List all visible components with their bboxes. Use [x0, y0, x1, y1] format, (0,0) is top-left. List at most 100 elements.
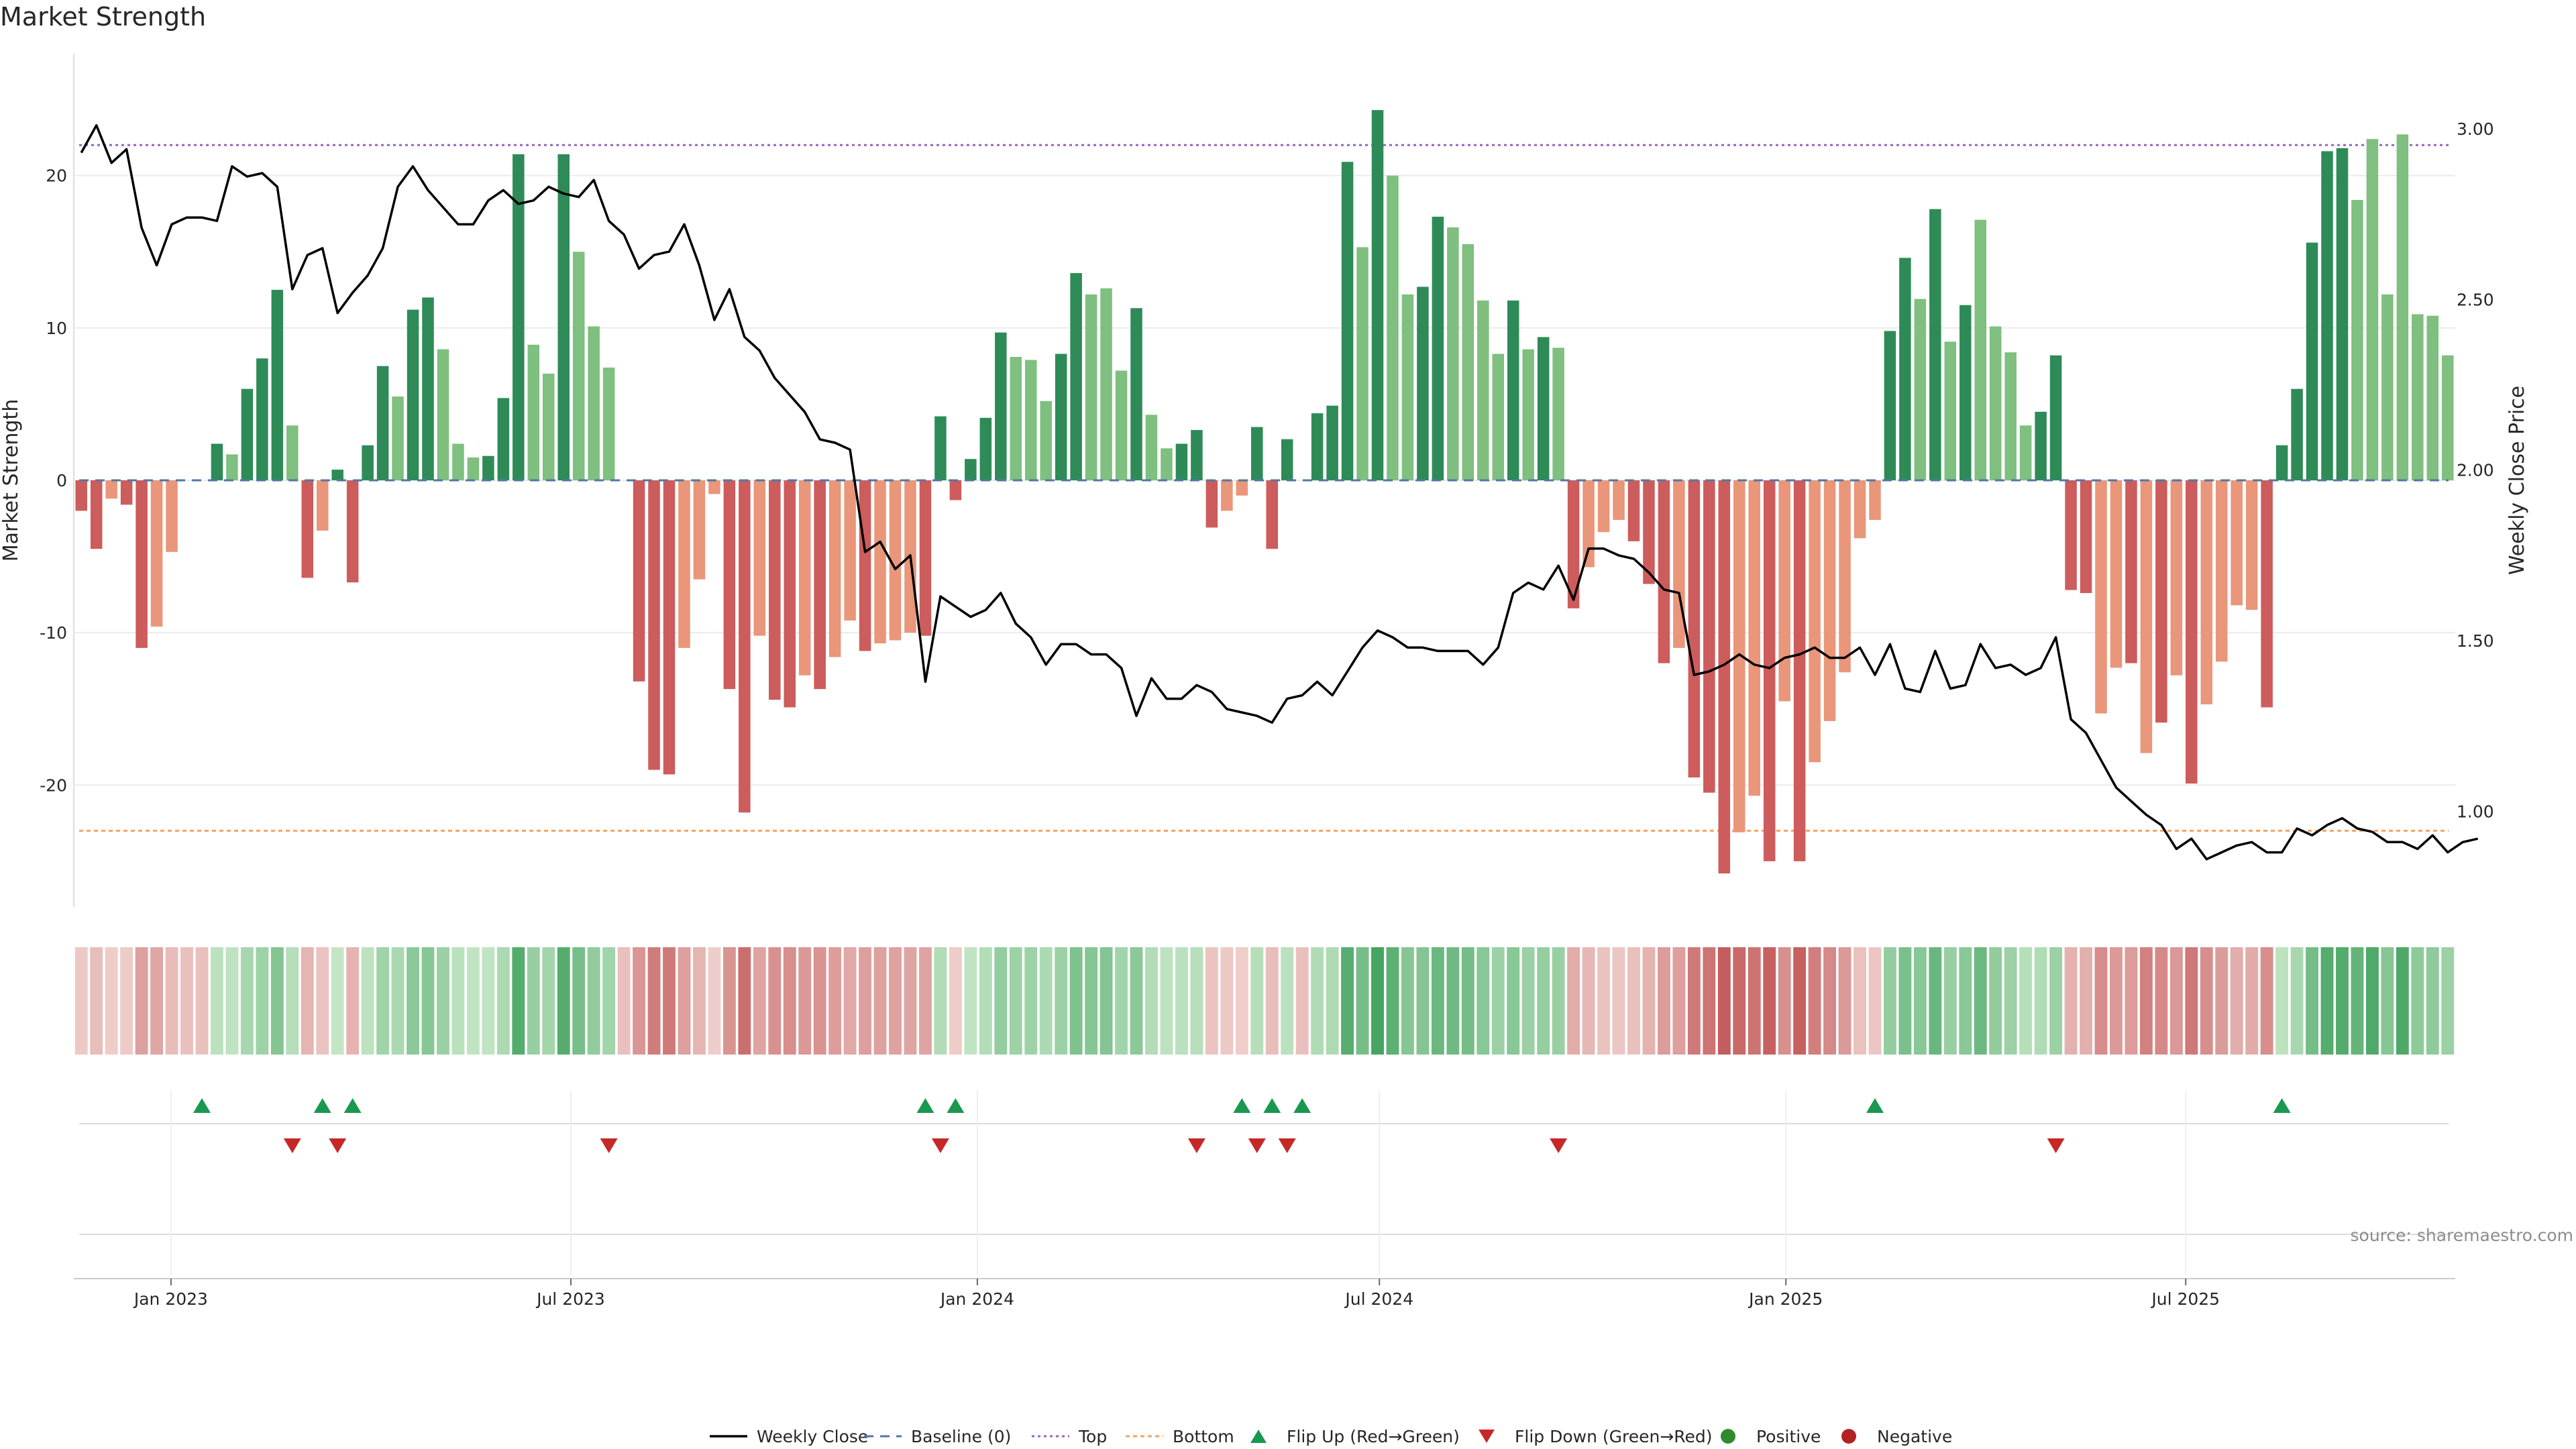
strength-bar [467, 457, 480, 480]
strength-bar [90, 480, 103, 549]
heat-cell [437, 947, 449, 1055]
strength-bar [2291, 388, 2303, 480]
strength-bar [859, 480, 871, 651]
strength-bar [105, 480, 117, 499]
heat-cell [1281, 947, 1294, 1055]
strength-bar [2125, 480, 2137, 663]
heat-cell [2441, 947, 2455, 1055]
strength-bar [211, 443, 223, 480]
heat-cell [2365, 947, 2379, 1055]
heat-cell [1913, 947, 1927, 1055]
heat-cell [1793, 947, 1807, 1055]
heat-cell [1085, 947, 1098, 1055]
strength-bar [1024, 360, 1037, 480]
source-note: source: sharemaestro.com [2351, 1226, 2574, 1245]
heat-cell [2125, 947, 2138, 1055]
x-tick-label: Jul 2025 [2150, 1289, 2220, 1309]
legend-item: Bottom [1126, 1427, 1234, 1446]
heat-cell [1145, 947, 1158, 1055]
legend-label: Positive [1756, 1427, 1821, 1446]
flip-down-marker [2047, 1138, 2065, 1153]
heat-cell [1220, 947, 1234, 1055]
flip-up-marker [313, 1098, 331, 1113]
heat-cell [1416, 947, 1430, 1055]
heat-cell [678, 947, 691, 1055]
heat-cell [1838, 947, 1851, 1055]
heat-cell [391, 947, 405, 1055]
heat-cell [1009, 947, 1022, 1055]
strength-bar [588, 326, 600, 480]
strength-bar [1447, 227, 1459, 480]
heat-cell [512, 947, 525, 1055]
heat-cell [828, 947, 842, 1055]
strength-bar [1070, 273, 1082, 480]
strength-bar [2336, 148, 2349, 481]
legend-item: Top [1032, 1427, 1107, 1446]
heat-cell [180, 947, 193, 1055]
strength-bar [2170, 480, 2183, 676]
heat-cell [557, 947, 570, 1055]
heat-cell [120, 947, 133, 1055]
heat-cell [1763, 947, 1776, 1055]
heat-cell [904, 947, 917, 1055]
strength-bar [2110, 480, 2123, 668]
heat-cell [1808, 947, 1821, 1055]
heat-cell [1190, 947, 1203, 1055]
heat-cell [2351, 947, 2364, 1055]
strength-bar [828, 480, 841, 657]
heat-cell [421, 947, 435, 1055]
heat-cell [286, 947, 299, 1055]
heat-cell [753, 947, 766, 1055]
heat-cell [949, 947, 962, 1055]
strength-bar [2306, 242, 2318, 480]
strength-bar [286, 425, 299, 480]
legend-tri-down-swatch [1479, 1430, 1495, 1443]
strength-bar [1251, 427, 1263, 480]
strength-bar [392, 396, 404, 480]
heat-cell [451, 947, 465, 1055]
strength-bar [1356, 247, 1368, 480]
strength-bar [572, 252, 585, 480]
heat-cell [165, 947, 178, 1055]
strength-bar [2155, 480, 2167, 723]
heat-cell [105, 947, 118, 1055]
legend-item: Flip Up (Red→Green) [1250, 1427, 1460, 1446]
strength-bar [1175, 443, 1188, 480]
strength-bar [1778, 480, 1790, 702]
strength-bar [1567, 480, 1580, 608]
strength-bar [75, 480, 87, 511]
y-tick-label: -20 [40, 775, 67, 795]
strength-bar [965, 459, 977, 480]
reference-lines [79, 144, 2449, 832]
heat-cell [934, 947, 947, 1055]
strength-bar [1477, 300, 1489, 480]
heat-cell [211, 947, 223, 1055]
legend-label: Bottom [1173, 1427, 1234, 1446]
strength-bar [1914, 299, 1927, 480]
strength-bar [1627, 480, 1640, 541]
y-tick-label: 10 [46, 319, 67, 338]
heat-cell [1295, 947, 1309, 1055]
heat-cell [1597, 947, 1610, 1055]
flip-up-marker [947, 1098, 965, 1113]
heat-cell [2396, 947, 2409, 1055]
strength-bar [1371, 110, 1384, 481]
heat-cell [1235, 947, 1248, 1055]
heat-cell [1974, 947, 1987, 1055]
heat-cell [1341, 947, 1354, 1055]
heat-cell [647, 947, 661, 1055]
strength-bar [2321, 151, 2333, 480]
strength-bar [1748, 480, 1760, 796]
strength-bar [2396, 134, 2409, 480]
heat-cell [1371, 947, 1384, 1055]
strength-bar [889, 480, 902, 641]
x-tick-label: Jul 2024 [1344, 1289, 1413, 1309]
strength-bar [602, 367, 615, 480]
strength-bar [362, 445, 374, 480]
heat-cell [2306, 947, 2318, 1055]
heat-cell [768, 947, 782, 1055]
heat-cell [1175, 947, 1188, 1055]
flip-up-marker [1263, 1098, 1281, 1113]
heat-cell [738, 947, 751, 1055]
flip-up-marker [1866, 1098, 1884, 1113]
